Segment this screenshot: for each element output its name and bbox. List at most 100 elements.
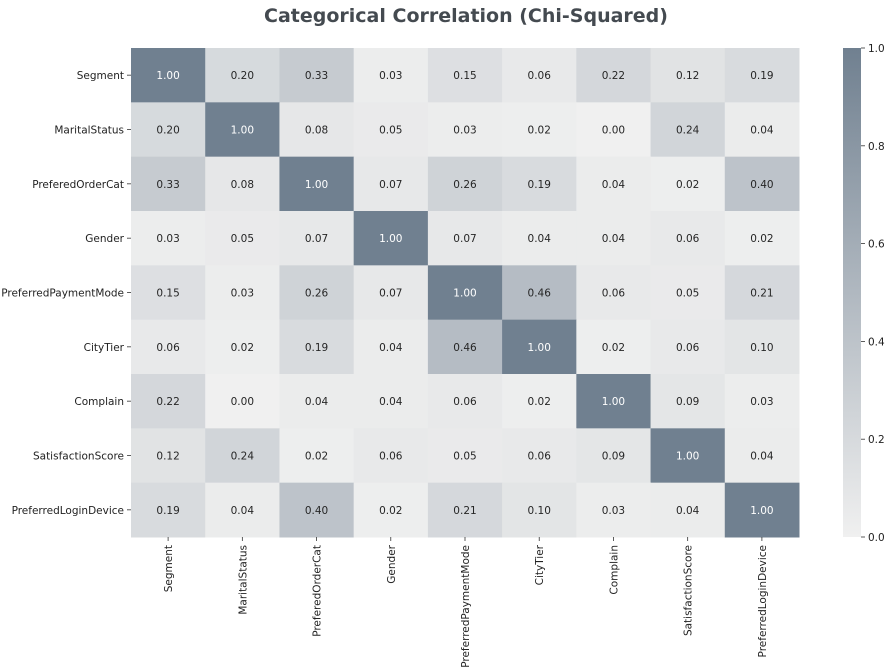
cell-value-label: 0.04 xyxy=(305,396,329,408)
x-tick-label: MaritalStatus xyxy=(237,545,249,615)
cell-value-label: 0.00 xyxy=(231,396,254,408)
heatmap-cell xyxy=(724,482,800,538)
cell-value-label: 0.02 xyxy=(379,505,402,517)
cell-value-label: 0.03 xyxy=(379,70,402,82)
heatmap-cell xyxy=(279,211,355,266)
cell-value-label: 0.07 xyxy=(453,233,476,245)
heatmap-cell xyxy=(205,211,280,266)
heatmap-cell xyxy=(205,156,280,212)
x-tick-label: PreferredPaymentMode xyxy=(460,545,472,668)
colorbar-tick-label: 0.0 xyxy=(868,532,885,544)
y-tick-label: PreferredLoginDevice xyxy=(12,505,124,517)
cell-value-label: 0.02 xyxy=(231,342,254,354)
heatmap-cell xyxy=(279,265,355,321)
cell-value-label: 0.03 xyxy=(231,288,254,300)
cell-value-label: 0.09 xyxy=(602,451,625,463)
cell-value-label: 0.04 xyxy=(231,505,255,517)
x-axis-ticks: Segment MaritalStatus PreferedOrderCat Gend… xyxy=(163,537,769,668)
cell-value-label: 0.04 xyxy=(750,125,774,137)
heatmap-cell xyxy=(650,319,726,375)
cell-value-label: 0.04 xyxy=(676,505,700,517)
heatmap-cells: 1.00 0.20 0.33 0.03 0.15 0.06 0.22 0.12 0.19 0.20… xyxy=(131,48,800,538)
cell-value-label: 0.05 xyxy=(453,451,476,463)
cell-value-label: 0.46 xyxy=(528,288,552,300)
cell-value-label: 0.02 xyxy=(528,125,551,137)
heatmap-cell xyxy=(205,319,280,375)
heatmap-cell xyxy=(502,48,577,103)
x-tick-label: Complain xyxy=(608,545,620,595)
cell-value-label: 0.09 xyxy=(676,396,699,408)
heatmap-cell xyxy=(205,102,280,158)
heatmap-cell xyxy=(353,482,429,538)
heatmap-cell xyxy=(279,428,355,484)
cell-value-label: 0.03 xyxy=(453,125,476,137)
heatmap-cell xyxy=(724,156,800,212)
colorbar-tick-label: 0.8 xyxy=(868,141,885,153)
y-tick-label: CityTier xyxy=(84,342,125,354)
heatmap-cell xyxy=(427,319,503,375)
heatmap-cell xyxy=(279,319,355,375)
cell-value-label: 0.10 xyxy=(750,342,773,354)
cell-value-label: 1.00 xyxy=(602,396,625,408)
heatmap-cell xyxy=(576,102,652,158)
heatmap-cell xyxy=(131,156,206,212)
heatmap-cell xyxy=(353,428,429,484)
heatmap-cell xyxy=(576,482,652,538)
heatmap-cell xyxy=(353,156,429,212)
cell-value-label: 0.22 xyxy=(156,396,179,408)
cell-value-label: 1.00 xyxy=(453,288,476,300)
heatmap-cell xyxy=(427,428,503,484)
cell-value-label: 0.05 xyxy=(379,125,402,137)
cell-value-label: 0.03 xyxy=(750,396,773,408)
cell-value-label: 0.02 xyxy=(676,179,699,191)
cell-value-label: 0.04 xyxy=(750,451,774,463)
cell-value-label: 0.20 xyxy=(231,70,254,82)
heatmap-cell xyxy=(279,156,355,212)
cell-value-label: 0.19 xyxy=(156,505,179,517)
heatmap-cell xyxy=(131,319,206,375)
colorbar-tick-label: 1.0 xyxy=(868,43,885,55)
cell-value-label: 0.07 xyxy=(305,233,328,245)
cell-value-label: 0.03 xyxy=(602,505,625,517)
cell-value-label: 0.40 xyxy=(750,179,773,191)
cell-value-label: 0.15 xyxy=(156,288,179,300)
cell-value-label: 0.08 xyxy=(231,179,254,191)
colorbar xyxy=(843,48,861,537)
cell-value-label: 0.46 xyxy=(453,342,477,354)
x-tick-label: PreferredLoginDevice xyxy=(757,545,769,657)
x-tick-label: PreferedOrderCat xyxy=(312,545,324,637)
cell-value-label: 1.00 xyxy=(379,233,402,245)
heatmap-cell xyxy=(650,428,726,484)
cell-value-label: 1.00 xyxy=(528,342,551,354)
cell-value-label: 0.06 xyxy=(379,451,403,463)
heatmap-cell xyxy=(576,211,652,266)
heatmap-cell xyxy=(131,428,206,484)
heatmap-cell xyxy=(131,48,206,103)
heatmap-cell xyxy=(279,482,355,538)
heatmap-cell xyxy=(279,48,355,103)
cell-value-label: 0.20 xyxy=(156,125,179,137)
heatmap-cell xyxy=(650,102,726,158)
cell-value-label: 0.02 xyxy=(305,451,328,463)
cell-value-label: 0.26 xyxy=(305,288,329,300)
chart-title: Categorical Correlation (Chi-Squared) xyxy=(264,5,668,27)
cell-value-label: 0.19 xyxy=(750,70,773,82)
heatmap-cell xyxy=(353,102,429,158)
heatmap-cell xyxy=(131,265,206,321)
heatmap-cell xyxy=(502,211,577,266)
colorbar-tick-label: 0.4 xyxy=(868,336,885,348)
heatmap-cell xyxy=(502,482,577,538)
heatmap-cell xyxy=(131,374,206,429)
heatmap-cell xyxy=(576,374,652,429)
heatmap-cell xyxy=(205,48,280,103)
cell-value-label: 0.10 xyxy=(528,505,551,517)
heatmap-cell xyxy=(502,319,577,375)
heatmap-cell xyxy=(427,482,503,538)
heatmap-cell xyxy=(353,211,429,266)
cell-value-label: 0.04 xyxy=(602,233,626,245)
heatmap-cell xyxy=(279,374,355,429)
heatmap-cell xyxy=(650,156,726,212)
cell-value-label: 0.00 xyxy=(602,125,625,137)
cell-value-label: 0.15 xyxy=(453,70,476,82)
